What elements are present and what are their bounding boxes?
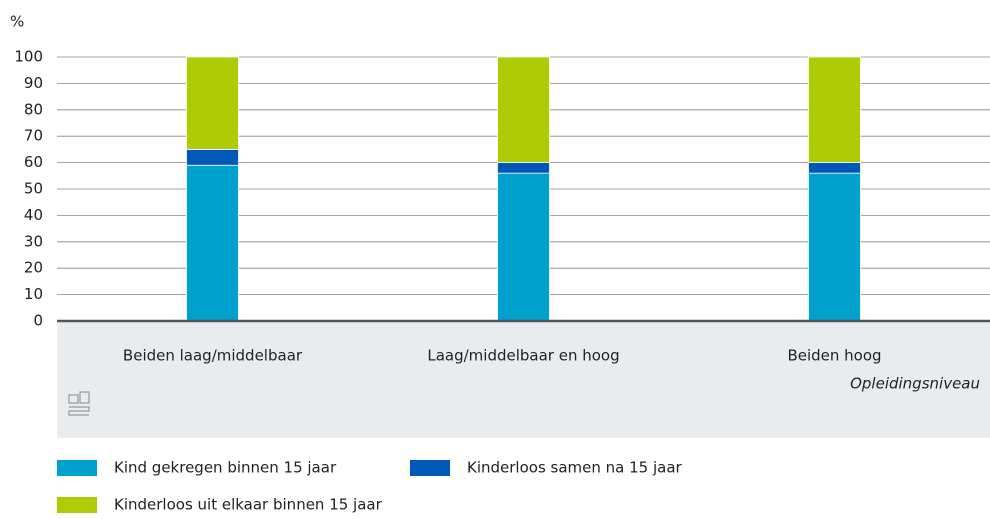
y-tick-label: 20	[24, 259, 43, 277]
bar-segment	[808, 162, 861, 174]
y-tick-label: 90	[24, 74, 43, 92]
x-tick-label: Beiden laag/middelbaar	[123, 347, 303, 365]
y-tick-label: 0	[33, 312, 43, 330]
y-tick-label: 50	[24, 180, 43, 198]
legend-label: Kind gekregen binnen 15 jaar	[114, 459, 337, 477]
bar-segment	[808, 56, 861, 163]
y-tick-label: 80	[24, 100, 43, 118]
bar-segment	[186, 164, 239, 322]
legend-label: Kinderloos uit elkaar binnen 15 jaar	[114, 496, 383, 514]
bar-segment	[497, 162, 550, 174]
y-tick-label: 30	[24, 232, 43, 250]
bar-segment	[186, 148, 239, 166]
x-tick-label: Beiden hoog	[787, 347, 881, 365]
y-tick-label: 60	[24, 153, 43, 171]
bar-segment	[497, 172, 550, 322]
x-axis-label: Opleidingsniveau	[850, 375, 980, 393]
legend-swatch	[57, 460, 97, 476]
y-tick-label: 40	[24, 206, 43, 224]
x-tick-label: Laag/middelbaar en hoog	[427, 347, 619, 365]
bar-segment	[808, 172, 861, 322]
legend-label: Kinderloos samen na 15 jaar	[467, 459, 683, 477]
y-tick-label: 70	[24, 127, 43, 145]
bar-segment	[186, 56, 239, 150]
logo	[68, 391, 90, 416]
y-axis-label: %	[10, 13, 24, 31]
y-tick-label: 100	[14, 48, 43, 66]
y-tick-label: 10	[24, 285, 43, 303]
legend-swatch	[57, 497, 97, 513]
legend-swatch	[410, 460, 450, 476]
category-band	[57, 322, 990, 438]
bar-segment	[497, 56, 550, 163]
